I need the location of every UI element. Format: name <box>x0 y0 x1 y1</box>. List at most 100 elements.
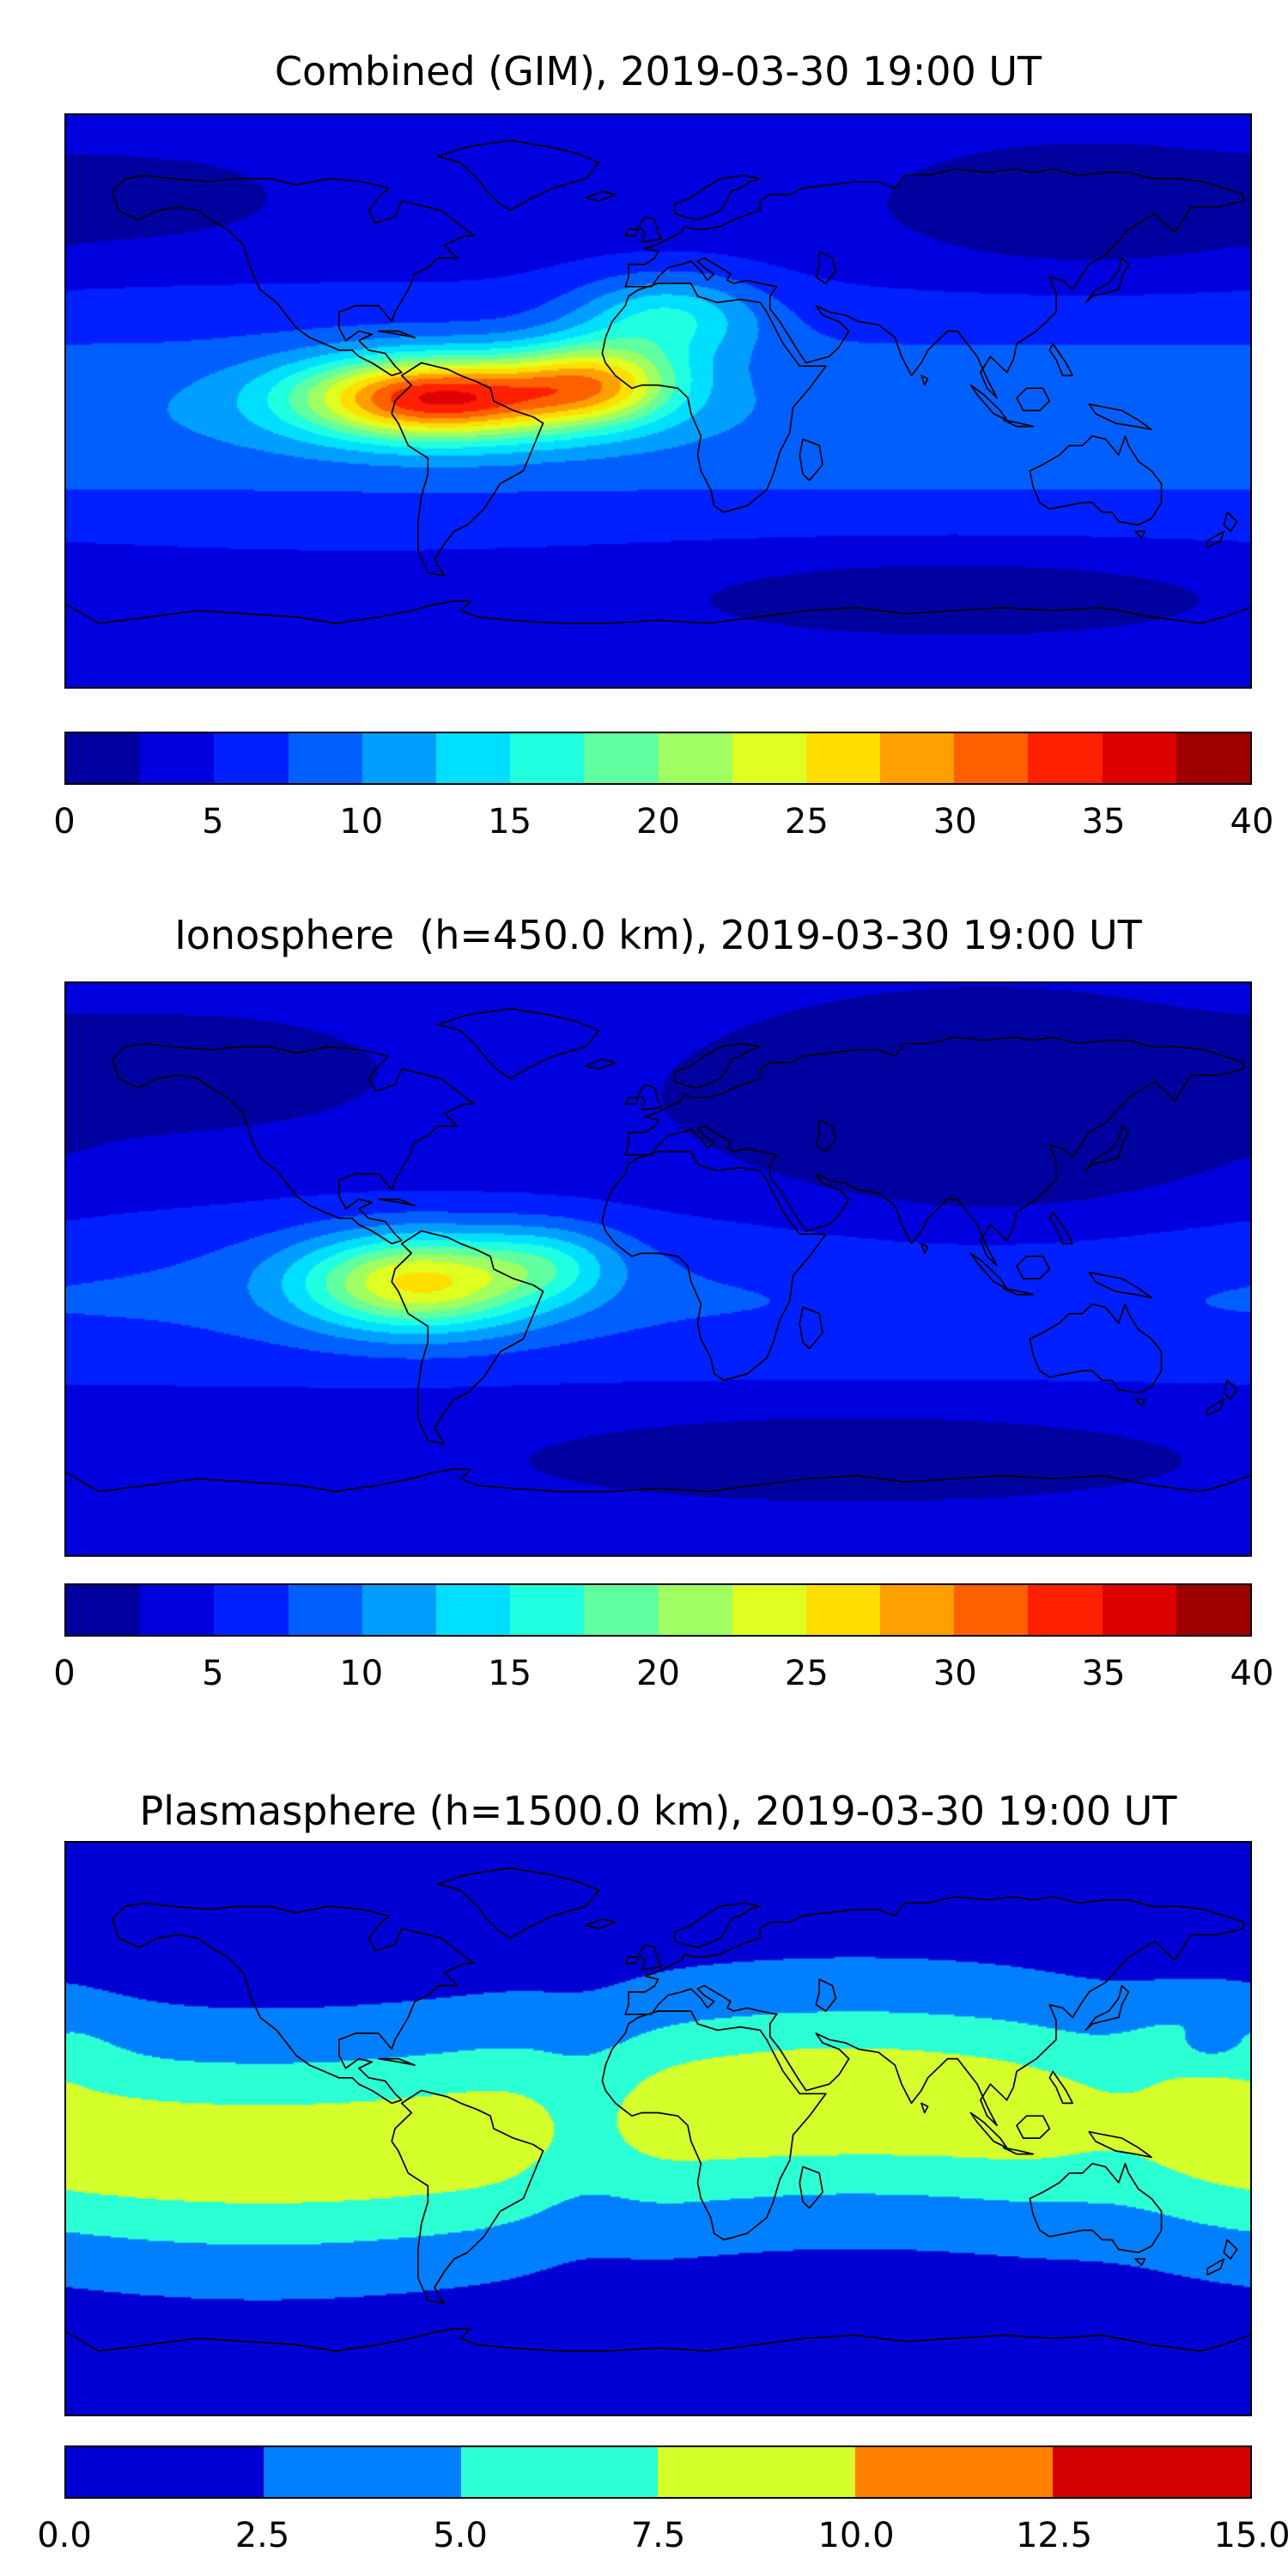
coastline-path <box>625 1097 638 1103</box>
coastline-path <box>1049 1212 1072 1243</box>
colorbar-segment <box>66 733 141 783</box>
coastline-path <box>1224 1381 1236 1400</box>
coastline-path <box>816 252 835 283</box>
colorbar-segment <box>1176 733 1250 783</box>
colorbar-segment <box>1053 2447 1250 2497</box>
colorbar-segment <box>361 1585 436 1635</box>
colorbar-segment <box>1176 1585 1250 1635</box>
coastlines-overlay <box>66 983 1250 1555</box>
panel-title-combined: Combined (GIM), 2019-03-30 19:00 UT <box>274 48 1042 94</box>
coastline-path <box>602 1151 825 1380</box>
map-combined-gim <box>64 113 1252 689</box>
coastline-path <box>1004 1288 1033 1294</box>
coastline-path <box>639 216 662 242</box>
tec-field-canvas-ionosphere <box>66 983 1250 1555</box>
coastline-path <box>1224 2240 1236 2259</box>
coastline-path <box>639 1944 662 1970</box>
coastline-path <box>438 1868 599 1938</box>
coastline-path <box>112 175 474 375</box>
coastline-path <box>816 1979 835 2011</box>
colorbar-segment <box>805 1585 881 1635</box>
map-ionosphere <box>64 981 1252 1557</box>
colorbar-segment <box>510 1585 585 1635</box>
colorbar-combined <box>64 732 1252 785</box>
coastline-path <box>438 141 599 210</box>
colorbar-segment <box>288 733 362 783</box>
colorbar-tick-label: 12.5 <box>1015 2516 1093 2555</box>
coastline-path <box>379 1200 415 1206</box>
colorbar-tick-label: 2.5 <box>234 2516 290 2555</box>
coastline-path <box>1030 436 1161 526</box>
coastlines-overlay <box>66 115 1250 687</box>
coastline-path <box>1049 343 1072 375</box>
colorbar-tick-label: 10.0 <box>817 2516 895 2555</box>
coastline-path <box>1135 1400 1145 1406</box>
colorbar-tick-label: 40 <box>1230 1654 1274 1693</box>
coastline-path <box>921 2103 928 2112</box>
colorbar-tick-label: 35 <box>1081 1654 1126 1693</box>
coastline-path <box>112 1043 474 1243</box>
coastline-path <box>799 2166 823 2208</box>
coastline-path <box>1089 1273 1151 1298</box>
colorbar-tick-label: 35 <box>1081 802 1126 841</box>
colorbar-segment <box>805 733 881 783</box>
colorbar-segment <box>658 2447 856 2497</box>
coastline-path <box>379 331 415 337</box>
colorbar-segment <box>584 1585 659 1635</box>
coastline-path <box>1207 532 1224 548</box>
colorbar-segment <box>140 1585 215 1635</box>
coastline-path <box>602 283 825 512</box>
coastline-path <box>392 1231 543 1444</box>
coastlines-overlay <box>66 1843 1250 2415</box>
coastline-path <box>586 191 615 201</box>
coastline-path <box>379 2059 415 2065</box>
colorbar-segment <box>1028 1585 1103 1635</box>
colorbar-tick-label: 15 <box>488 1654 532 1693</box>
coastline-path <box>1085 1986 1128 2031</box>
coastline-path <box>921 1243 928 1253</box>
colorbar-segment <box>880 733 955 783</box>
map-plasmasphere <box>64 1841 1252 2416</box>
coastline-path <box>1135 2259 1145 2265</box>
colorbar-segment <box>435 1585 511 1635</box>
colorbar-segment <box>855 2447 1054 2497</box>
coastline-path <box>586 1060 615 1069</box>
colorbar-segment <box>460 2447 659 2497</box>
colorbar-tick-label: 7.5 <box>630 2516 686 2555</box>
colorbar-tick-label: 15.0 <box>1213 2516 1288 2555</box>
colorbar-tick-label: 25 <box>784 1654 829 1693</box>
colorbar-segment <box>658 733 732 783</box>
colorbar-tick-label: 30 <box>933 802 977 841</box>
colorbar-tick-label: 10 <box>339 1654 384 1693</box>
coastline-path <box>66 601 1250 623</box>
colorbar-segment <box>584 733 659 783</box>
colorbar-segment <box>66 2447 264 2497</box>
coastline-path <box>586 1919 615 1929</box>
colorbar-ticks-ionosphere: 0 5 10 15 20 25 30 35 40 <box>53 1654 1273 1697</box>
colorbar-ticks-combined: 0 5 10 15 20 25 30 35 40 <box>53 802 1273 845</box>
colorbar-tick-label: 25 <box>784 802 829 841</box>
colorbar-segment <box>288 1585 362 1635</box>
colorbar-segment <box>1028 733 1103 783</box>
colorbar-segment <box>1102 1585 1176 1635</box>
coastline-path <box>1207 2259 1224 2275</box>
coastline-path <box>625 1037 1243 1266</box>
colorbar-tick-label: 5.0 <box>433 2516 488 2555</box>
colorbar-segment <box>435 733 511 783</box>
coastline-path <box>639 1084 662 1110</box>
colorbar-segment <box>954 1585 1029 1635</box>
coastline-path <box>675 1043 761 1088</box>
colorbar-tick-label: 20 <box>636 1654 680 1693</box>
colorbar-tick-label: 20 <box>636 802 680 841</box>
coastline-path <box>392 363 543 576</box>
coastline-path <box>1017 1256 1049 1279</box>
coastline-path <box>675 1903 761 1947</box>
panel-title-plasmasphere: Plasmasphere (h=1500.0 km), 2019-03-30 1… <box>139 1788 1177 1834</box>
colorbar-tick-label: 0.0 <box>37 2516 92 2555</box>
colorbar-tick-label: 0 <box>53 802 76 841</box>
coastline-path <box>438 1009 599 1078</box>
tec-field-canvas-combined <box>66 115 1250 687</box>
coastline-path <box>1030 1304 1161 1394</box>
colorbar-segment <box>214 1585 289 1635</box>
colorbar-tick-label: 40 <box>1230 802 1274 841</box>
